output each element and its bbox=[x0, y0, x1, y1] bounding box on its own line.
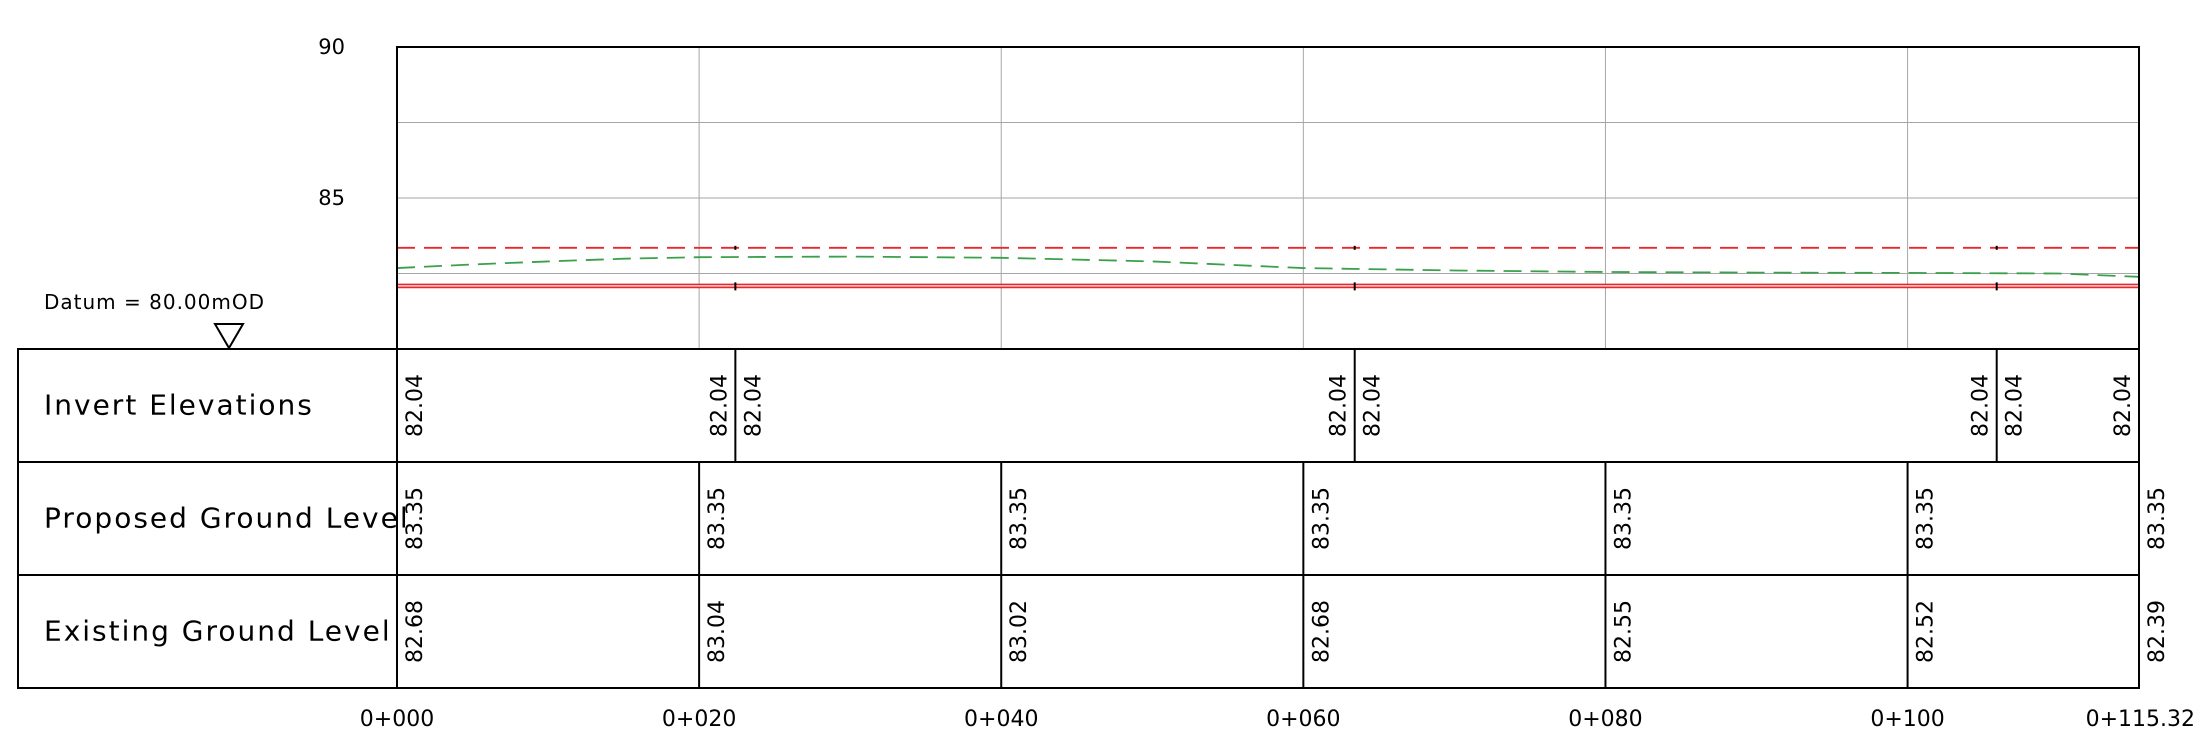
data-bands: Invert Elevations 82.04 82.04 82.04 82.04 82.… bbox=[17, 348, 2170, 689]
chainage-label: 0+040 bbox=[964, 707, 1038, 732]
profile-lines bbox=[396, 245, 2140, 291]
band-value-invert: 82.04 bbox=[1327, 374, 1352, 437]
band-value-proposed: 83.35 bbox=[403, 487, 428, 550]
elevation-tick-label: 90 bbox=[318, 35, 345, 59]
band-value-existing: 83.04 bbox=[705, 600, 730, 663]
band-value-invert: 82.04 bbox=[403, 374, 428, 437]
elevation-tick-label: 85 bbox=[318, 186, 345, 210]
band-value-invert: 82.04 bbox=[1361, 374, 1386, 437]
band-label-invert: Invert Elevations bbox=[44, 389, 314, 422]
chainage-label: 0+080 bbox=[1568, 707, 1642, 732]
band-value-invert: 82.04 bbox=[2003, 374, 2028, 437]
band-table-frame bbox=[17, 348, 2140, 689]
pipe-fill bbox=[397, 284, 2139, 288]
datum-label: Datum = 80.00mOD bbox=[44, 290, 265, 314]
band-value-proposed: 83.35 bbox=[705, 487, 730, 550]
elevation-axis: 90 85 bbox=[318, 35, 345, 210]
band-value-existing: 82.39 bbox=[2145, 600, 2170, 663]
band-value-proposed: 83.35 bbox=[1007, 487, 1032, 550]
datum-marker: Datum = 80.00mOD bbox=[44, 290, 265, 350]
chainage-label: 0+100 bbox=[1870, 707, 1944, 732]
band-value-existing: 82.68 bbox=[403, 600, 428, 663]
chainage-label: 0+060 bbox=[1266, 707, 1340, 732]
profile-grid bbox=[397, 47, 2139, 349]
band-value-proposed: 83.35 bbox=[1611, 487, 1636, 550]
band-value-invert: 82.04 bbox=[707, 374, 732, 437]
band-value-invert: 82.04 bbox=[741, 374, 766, 437]
chainage-label: 0+115.32 bbox=[2086, 707, 2195, 732]
band-value-proposed: 83.35 bbox=[2145, 487, 2170, 550]
band-label-existing: Existing Ground Level bbox=[44, 615, 392, 648]
band-value-existing: 82.68 bbox=[1309, 600, 1334, 663]
chainage-axis: 0+000 0+020 0+040 0+060 0+080 0+100 0+115.32 bbox=[360, 707, 2195, 732]
band-value-existing: 83.02 bbox=[1007, 600, 1032, 663]
datum-triangle-icon bbox=[213, 323, 245, 350]
chainage-label: 0+020 bbox=[662, 707, 736, 732]
band-label-proposed: Proposed Ground Level bbox=[44, 502, 410, 535]
band-value-existing: 82.52 bbox=[1914, 600, 1939, 663]
chainage-label: 0+000 bbox=[360, 707, 434, 732]
band-value-proposed: 83.35 bbox=[1309, 487, 1334, 550]
band-value-invert: 82.04 bbox=[2111, 374, 2136, 437]
band-value-proposed: 83.35 bbox=[1914, 487, 1939, 550]
band-value-invert: 82.04 bbox=[1969, 374, 1994, 437]
existing-ground-line bbox=[396, 255, 2140, 278]
band-value-existing: 82.55 bbox=[1611, 600, 1636, 663]
